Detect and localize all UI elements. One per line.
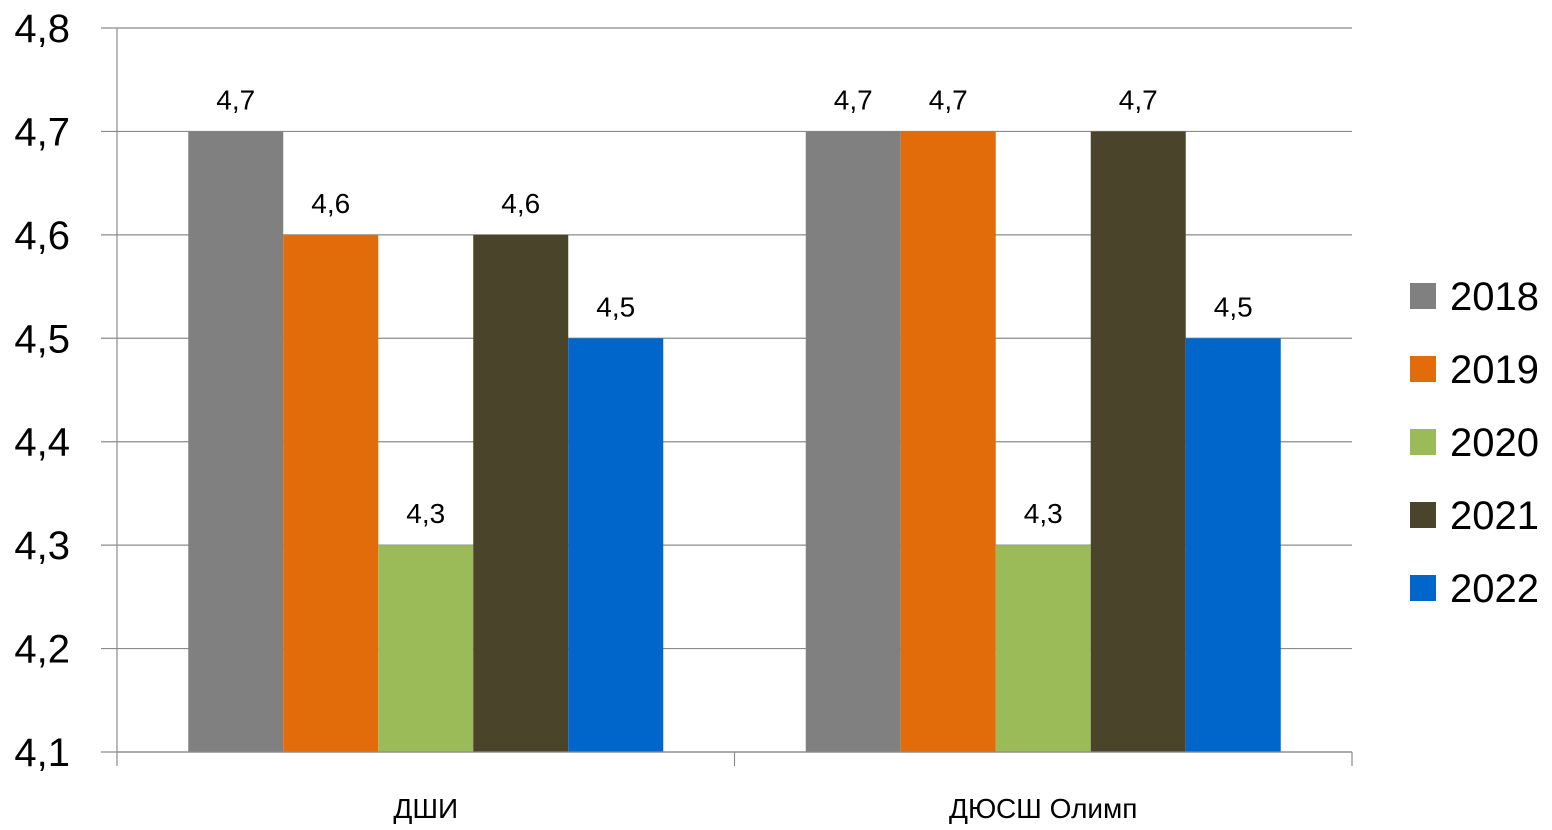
bar-2021-1 [1090,131,1186,752]
bar-2019-0 [283,234,379,752]
x-axis-categories: ДШИ ДЮСШ Олимп [393,793,1137,824]
y-tick-label: 4,6 [14,214,70,258]
data-label: 4,6 [311,188,350,219]
y-tick-label: 4,8 [14,7,70,51]
legend: 2018 2019 2020 2021 2022 [1410,275,1539,611]
data-label: 4,3 [406,498,445,529]
x-category-label: ДЮСШ Олимп [949,793,1137,824]
y-tick-label: 4,5 [14,317,70,361]
bar-2021-0 [473,234,569,752]
legend-swatch-2018 [1410,283,1436,309]
y-axis-ticks: 4,1 4,2 4,3 4,4 4,5 4,6 4,7 4,8 [14,7,70,775]
bar-2022-0 [568,338,664,752]
data-label: 4,7 [929,84,968,115]
y-tick-label: 4,3 [14,524,70,568]
y-tick-label: 4,1 [14,731,70,775]
data-label: 4,5 [1214,291,1253,322]
legend-swatch-2022 [1410,575,1436,601]
legend-label: 2018 [1450,275,1539,319]
legend-label: 2021 [1450,494,1539,538]
bar-2020-1 [995,545,1091,752]
bar-2019-1 [900,131,996,752]
legend-swatch-2019 [1410,356,1436,382]
bar-2022-1 [1185,338,1281,752]
data-label: 4,5 [596,291,635,322]
y-tick-label: 4,4 [14,421,70,465]
data-labels: 4,7 4,6 4,3 4,6 4,5 4,7 4,7 4,3 4,7 4,5 [216,84,1252,529]
legend-label: 2022 [1450,567,1539,611]
bar-2018-0 [188,131,284,752]
data-label: 4,7 [834,84,873,115]
legend-label: 2020 [1450,421,1539,465]
bar-2020-0 [378,545,474,752]
axes [116,28,1353,766]
legend-label: 2019 [1450,348,1539,392]
legend-swatch-2020 [1410,429,1436,455]
bars [188,131,1281,752]
bar-2018-1 [805,131,901,752]
x-category-label: ДШИ [393,793,458,824]
data-label: 4,6 [501,188,540,219]
y-tick-label: 4,7 [14,110,70,154]
y-tick-label: 4,2 [14,628,70,672]
data-label: 4,7 [1119,84,1158,115]
data-label: 4,7 [216,84,255,115]
data-label: 4,3 [1024,498,1063,529]
legend-swatch-2021 [1410,502,1436,528]
